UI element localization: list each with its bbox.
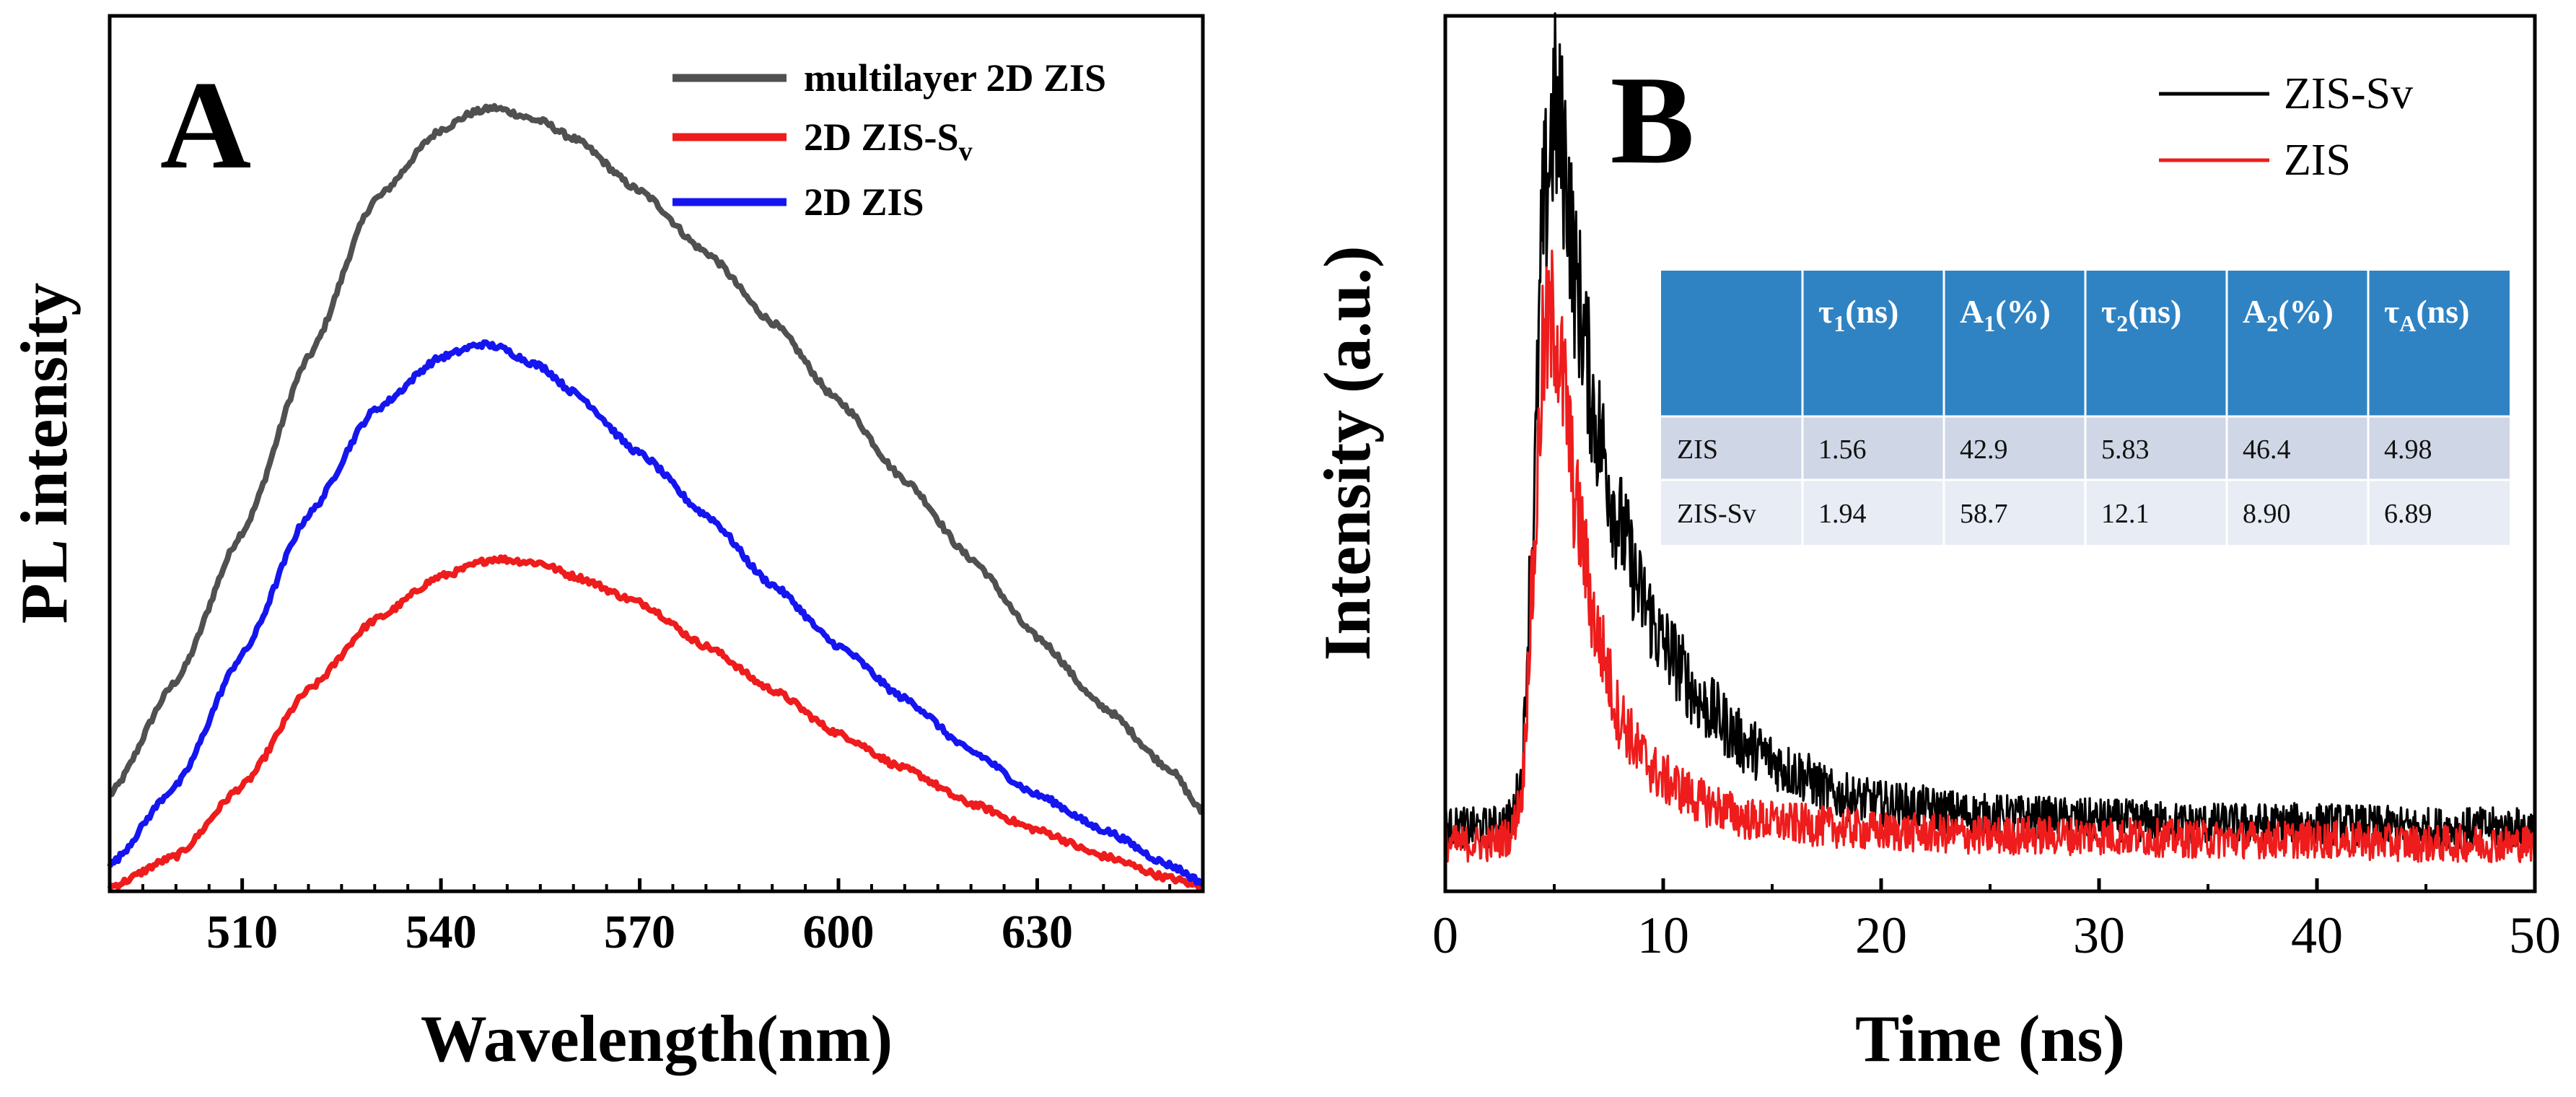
panel-a-series-group	[107, 102, 1204, 893]
panel-a-x-axis-title: Wavelength(nm)	[421, 1002, 893, 1075]
legend-label-zis-sv: ZIS-Sv	[2284, 69, 2413, 118]
panel-a-x-tick-label-570: 570	[604, 906, 675, 958]
table-header-a2: A2(%)	[2243, 293, 2334, 336]
table-cell-row-label: ZIS-Sv	[1677, 499, 1756, 529]
panel-b-x-tick-label-50: 50	[2509, 906, 2561, 964]
series-line-zis	[1444, 249, 2536, 863]
table-cell: 46.4	[2243, 434, 2291, 465]
panel-b-x-tick-label-0: 0	[1432, 906, 1458, 964]
table-header-1-ns: τ1(ns)	[1818, 293, 1898, 336]
panel-b: 0 10 20 30 40 50 B Time (ns) Intensity (a.u.)…	[1310, 12, 2561, 1075]
table-cell: 4.98	[2384, 434, 2432, 465]
panel-a-y-axis-title: PL intensity	[7, 283, 81, 624]
table-cell: 12.1	[2101, 499, 2150, 529]
panel-a-plot-frame	[108, 14, 1205, 893]
panel-a-x-tick-label-600: 600	[803, 906, 875, 958]
panel-a-legend: multilayer 2D ZIS 2D ZIS-Sv 2D ZIS	[673, 56, 1106, 224]
panel-b-x-tick-label-10: 10	[1637, 906, 1689, 964]
legend-label-2d-zis: 2D ZIS	[804, 180, 924, 224]
table-header-2-ns: τ2(ns)	[2101, 293, 2181, 336]
panel-a-tick-labels: 510 540 570 600 630	[206, 906, 1073, 958]
table-cell: 5.83	[2101, 434, 2150, 465]
table-cell-row-label: ZIS	[1677, 434, 1718, 465]
legend-entry-2d-zis: 2D ZIS	[673, 180, 924, 224]
panel-b-label: B	[1611, 50, 1695, 190]
panel-b-series-group	[1444, 12, 2536, 863]
panel-b-tick-labels: 0 10 20 30 40 50	[1432, 906, 2561, 964]
panel-b-legend: ZIS-Sv ZIS	[2159, 69, 2413, 185]
lifetime-table: τ1(ns) A1(%) τ2(ns) A2(%) τA(ns) ZIS 1.56 42.9 5…	[1661, 271, 2510, 545]
panel-b-ticks	[1443, 878, 2537, 891]
table-cell: 1.94	[1818, 499, 1867, 529]
panel-a-ticks	[141, 878, 1172, 891]
panel-a-x-tick-label-540: 540	[406, 906, 477, 958]
panel-b-y-axis-title: Intensity (a.u.)	[1310, 245, 1384, 660]
panel-a-x-tick-label-510: 510	[206, 906, 278, 958]
legend-label-multilayer-2d-zis: multilayer 2D ZIS	[804, 56, 1106, 100]
panel-b-x-tick-label-40: 40	[2291, 906, 2343, 964]
table-header-a-ns: τA(ns)	[2384, 293, 2469, 336]
table-cell: 8.90	[2243, 499, 2291, 529]
table-header-a1: A1(%)	[1960, 293, 2051, 336]
legend-entry-zis: ZIS	[2159, 136, 2351, 185]
series-line-2d-zis	[107, 339, 1204, 886]
legend-entry-2d-zis-sv: 2D ZIS-Sv	[673, 115, 973, 167]
legend-label-2d-zis-sv: 2D ZIS-Sv	[804, 115, 973, 167]
panel-a: 510 540 570 600 630 A Wavelength(nm) PL inte…	[7, 14, 1205, 1075]
panel-b-x-axis-title: Time (ns)	[1855, 1002, 2125, 1075]
table-cell: 58.7	[1960, 499, 2008, 529]
table-cell: 1.56	[1818, 434, 1867, 465]
legend-entry-multilayer-2d-zis: multilayer 2D ZIS	[673, 56, 1106, 100]
panel-a-label: A	[160, 55, 251, 195]
series-line-multilayer-2d-zis	[108, 102, 1204, 816]
table-cell: 42.9	[1960, 434, 2008, 465]
legend-label-zis: ZIS	[2284, 136, 2351, 185]
panel-a-x-tick-label-630: 630	[1002, 906, 1073, 958]
panel-b-x-tick-label-30: 30	[2073, 906, 2125, 964]
legend-entry-zis-sv: ZIS-Sv	[2159, 69, 2413, 118]
panel-b-x-tick-label-20: 20	[1855, 906, 1907, 964]
table-cell: 6.89	[2384, 499, 2432, 529]
series-line-2d-zis-sv	[107, 554, 1204, 893]
